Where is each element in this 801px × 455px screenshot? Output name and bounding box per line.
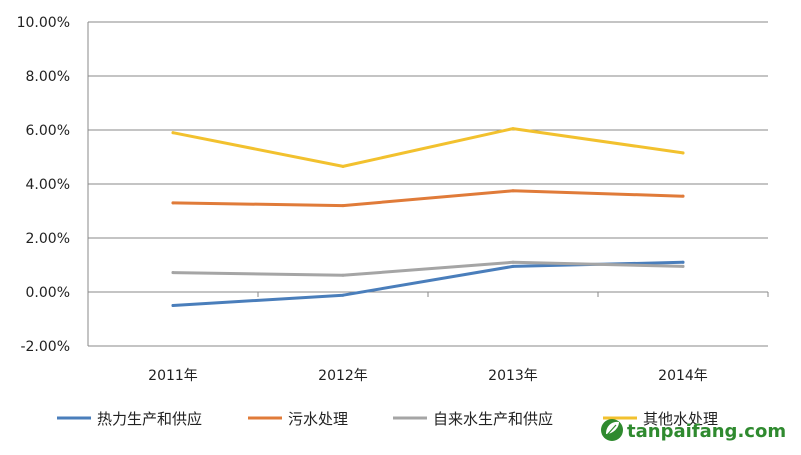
y-tick-label: 10.00%: [17, 15, 70, 31]
legend-label: 其他水处理: [643, 410, 718, 428]
y-tick-label: -2.00%: [20, 339, 70, 355]
data-point: [511, 127, 515, 131]
y-tick-labels: -2.00% 0.00% 2.00% 4.00% 6.00% 8.00% 10.00%: [17, 15, 70, 355]
data-point: [341, 164, 345, 168]
watermark: tanpaifang.com: [601, 419, 786, 442]
y-tick-label: 4.00%: [26, 177, 70, 193]
data-point: [681, 264, 685, 268]
y-tick-label: 0.00%: [26, 285, 70, 301]
axes: [87, 22, 769, 346]
y-tick-label: 8.00%: [26, 69, 70, 85]
y-tick-label: 2.00%: [26, 231, 70, 247]
series-lines: [171, 127, 685, 307]
data-point: [341, 204, 345, 208]
series-line: [171, 260, 685, 277]
series-line: [171, 127, 685, 168]
data-point: [511, 264, 515, 268]
x-tick-label: 2014年: [658, 368, 708, 384]
data-point: [511, 260, 515, 264]
leaf-icon: [601, 419, 623, 441]
x-tick-label: 2012年: [318, 368, 368, 384]
data-point: [171, 131, 175, 135]
legend-label: 自来水生产和供应: [433, 410, 553, 428]
x-tick-labels: 2011年 2012年 2013年 2014年: [148, 368, 708, 384]
data-point: [681, 260, 685, 264]
x-tick-label: 2013年: [488, 368, 538, 384]
data-point: [681, 151, 685, 155]
legend: 热力生产和供应 污水处理 自来水生产和供应 其他水处理: [57, 410, 718, 428]
data-point: [681, 194, 685, 198]
y-tick-label: 6.00%: [26, 123, 70, 139]
legend-label: 热力生产和供应: [97, 410, 202, 428]
watermark-text: tanpaifang.com: [627, 421, 786, 442]
data-point: [511, 189, 515, 193]
data-point: [341, 273, 345, 277]
legend-label: 污水处理: [288, 410, 348, 428]
x-tick-label: 2011年: [148, 368, 198, 384]
data-point: [171, 271, 175, 275]
series-line: [171, 189, 685, 208]
data-point: [341, 293, 345, 297]
data-point: [171, 304, 175, 307]
data-point: [171, 201, 175, 205]
